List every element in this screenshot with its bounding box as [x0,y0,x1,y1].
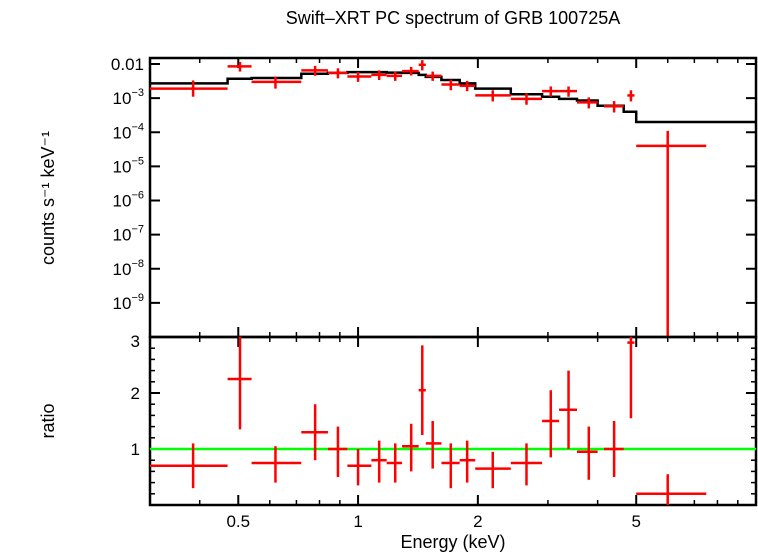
top-panel-ylabel: counts s⁻¹ keV⁻¹ [38,131,58,265]
spectrum-point [636,130,707,337]
ratio-point [301,404,328,461]
spectrum-point [347,72,372,82]
spectrum-point [227,61,252,72]
top-ytick-label: 10−3 [113,87,144,108]
spectrum-point [441,79,460,91]
spectrum-point [327,68,348,79]
chart-title: Swift–XRT PC spectrum of GRB 100725A [286,8,621,28]
ratio-point [441,443,460,489]
model-curve [150,70,756,124]
spectrum-point [475,90,511,102]
spectrum-point [301,65,328,76]
bottom-ytick-label: 1 [131,440,140,459]
top-panel-frame [148,56,758,339]
top-ytick-label: 10−9 [113,292,144,313]
spectrum-point [459,80,476,92]
ratio-point [347,449,372,486]
spectrum-data-points [150,60,707,337]
x-tick-label: 5 [631,512,640,531]
spectrum-point [251,76,302,89]
top-ytick-label: 10−6 [113,190,144,211]
ratio-point [475,451,511,489]
ratio-point [327,426,348,477]
spectrum-point [542,86,560,97]
x-tick-label: 1 [353,512,362,531]
ratio-point [402,423,419,472]
ratio-point [386,443,403,483]
top-ytick-label: 10−4 [113,121,144,142]
spectrum-point [577,97,598,109]
bottom-panel-ylabel: ratio [38,403,58,438]
spectrum-point [150,80,228,97]
spectrum-point [559,86,578,97]
bottom-panel-frame [148,335,758,507]
ratio-point [577,426,598,480]
ratio-point [425,421,442,469]
ratio-point [604,421,624,477]
spectrum-point [425,71,442,81]
ratio-point [627,337,635,419]
ratio-point [510,443,543,486]
spectrum-point [510,93,543,105]
spectrum-point [627,90,635,102]
spectrum-point [402,66,419,76]
x-tick-label: 0.5 [226,512,250,531]
model-step-line [150,70,756,124]
bottom-panel-ticks [149,336,756,505]
bottom-panel-ytick-labels: 1 2 3 [131,332,140,459]
bottom-ytick-label: 2 [131,384,140,403]
x-tick-label: 2 [473,512,482,531]
ratio-point [559,370,578,449]
top-ytick-label: 10−8 [113,258,144,279]
ratio-point [150,443,228,489]
spectrum-point [604,101,624,113]
ratio-point [227,337,252,430]
bottom-panel: 1 2 3 0.5 1 2 5 ratio Energy (keV) [38,332,758,552]
top-ytick-label: 0.01 [111,55,144,74]
ratio-point [636,474,707,505]
ratio-point [542,390,560,458]
x-axis-label: Energy (keV) [400,532,505,552]
spectrum-point [386,71,403,81]
top-panel-ytick-labels: 0.01 10−3 10−4 10−5 10−6 10−7 10−8 10−9 [111,55,144,313]
top-panel-ticks [149,58,756,337]
ratio-point [459,440,476,483]
ratio-point [371,440,387,483]
spectrum-point [371,70,387,80]
ratio-data-points [150,337,707,505]
top-ytick-label: 10−7 [113,224,144,245]
bottom-ytick-label: 3 [131,332,140,351]
ratio-point [418,345,426,435]
top-panel: 0.01 10−3 10−4 10−5 10−6 10−7 10−8 10−9 counts … [38,55,758,339]
ratio-point [251,446,302,483]
top-ytick-label: 10−5 [113,155,144,176]
spectrum-point [418,60,426,71]
x-axis-tick-labels: 0.5 1 2 5 [226,512,640,531]
